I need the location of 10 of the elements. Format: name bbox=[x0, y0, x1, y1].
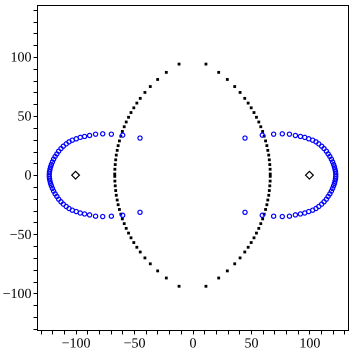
x-tick-label: 0 bbox=[190, 336, 196, 352]
x-tick-label: 100 bbox=[299, 336, 320, 352]
x-tick-label: −100 bbox=[62, 336, 91, 352]
y-tick-label: 100 bbox=[10, 50, 32, 66]
y-tick-label: 0 bbox=[24, 168, 32, 184]
x-tick-label: −50 bbox=[124, 336, 146, 352]
y-tick-label: −50 bbox=[10, 228, 32, 243]
y-tick-label: 50 bbox=[18, 110, 32, 125]
y-tick-label: −100 bbox=[2, 286, 32, 302]
x-tick-label: 50 bbox=[244, 336, 258, 352]
